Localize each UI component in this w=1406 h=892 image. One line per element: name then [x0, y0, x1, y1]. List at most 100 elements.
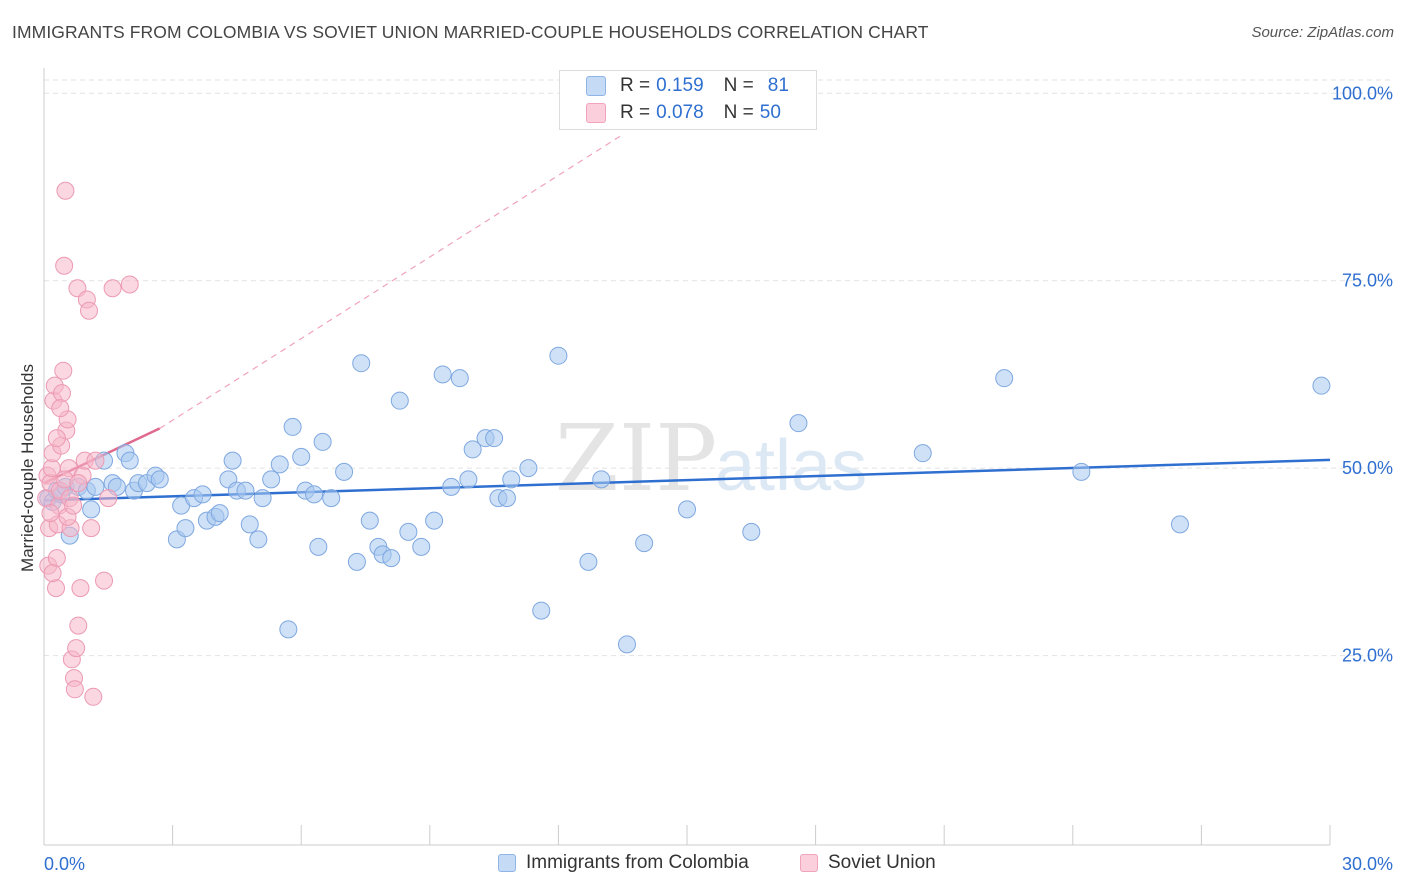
point-soviet: [47, 429, 66, 448]
point-colombia: [223, 451, 242, 470]
point-colombia: [82, 500, 101, 519]
bottom-legend-label: Soviet Union: [828, 852, 936, 873]
point-colombia: [532, 601, 551, 620]
point-colombia: [352, 354, 371, 373]
bottom-legend: Immigrants from Colombia Soviet Union: [0, 852, 1406, 878]
point-soviet: [99, 489, 118, 508]
point-colombia: [313, 432, 332, 451]
point-soviet: [53, 384, 72, 403]
point-soviet: [120, 275, 139, 294]
legend-n-value: 81: [767, 75, 789, 96]
legend-n-value: 50: [759, 102, 781, 123]
point-soviet: [65, 680, 84, 699]
y-axis-label: Married-couple Households: [18, 364, 37, 572]
point-colombia: [617, 635, 636, 654]
point-colombia: [433, 365, 452, 384]
point-colombia: [678, 500, 696, 519]
point-colombia: [549, 346, 568, 365]
point-colombia: [236, 481, 255, 500]
point-colombia: [210, 504, 229, 523]
bottom-legend-colombia[interactable]: Immigrants from Colombia: [498, 852, 749, 874]
point-colombia: [335, 462, 354, 481]
chart-title: IMMIGRANTS FROM COLOMBIA VS SOVIET UNION…: [12, 22, 929, 42]
point-colombia: [497, 489, 516, 508]
point-colombia: [442, 477, 461, 496]
point-colombia: [283, 417, 302, 436]
point-soviet: [51, 399, 70, 418]
point-colombia: [1072, 462, 1091, 481]
source-label: Source: ZipAtlas.com: [1251, 24, 1394, 41]
legend-n-label: N =: [723, 102, 754, 123]
point-soviet: [43, 564, 62, 583]
point-colombia: [120, 451, 139, 470]
point-colombia: [425, 511, 444, 530]
point-colombia: [305, 485, 324, 504]
watermark-zip: ZIP: [555, 405, 717, 512]
point-colombia: [635, 534, 654, 553]
point-soviet: [54, 361, 73, 380]
point-colombia: [193, 485, 212, 504]
point-colombia: [742, 522, 761, 541]
point-colombia: [502, 470, 521, 489]
point-soviet: [67, 639, 86, 658]
point-soviet: [69, 616, 88, 635]
point-colombia: [995, 369, 1014, 388]
point-soviet: [80, 301, 99, 320]
point-colombia: [279, 620, 298, 639]
legend-n-label: N =: [723, 75, 754, 96]
point-soviet: [95, 571, 114, 590]
x-tick-label: 0.0%: [44, 854, 85, 874]
point-colombia: [1312, 376, 1331, 395]
point-colombia: [412, 537, 431, 556]
point-soviet: [41, 504, 60, 523]
point-colombia: [1170, 515, 1189, 534]
point-colombia: [309, 537, 328, 556]
y-tick-label: 100.0%: [1332, 83, 1393, 103]
point-colombia: [150, 470, 169, 489]
point-colombia: [592, 470, 611, 489]
trend-line-soviet-extension: [159, 134, 624, 429]
x-tick-label: 30.0%: [1342, 854, 1393, 874]
legend-box: R = 0.159 N = 81 R = 0.078 N = 50: [559, 70, 817, 130]
watermark-atlas: atlas: [715, 426, 867, 506]
y-tick-label: 50.0%: [1342, 458, 1393, 478]
point-soviet: [103, 279, 122, 298]
point-colombia: [253, 489, 272, 508]
axes: [43, 68, 1331, 846]
point-soviet: [71, 579, 90, 598]
point-colombia: [292, 447, 311, 466]
point-soviet: [55, 256, 74, 275]
legend-row-soviet: R = 0.078 N = 50: [586, 102, 781, 124]
legend-row-colombia: R = 0.159 N = 81: [586, 75, 789, 97]
point-colombia: [459, 470, 478, 489]
point-colombia: [176, 519, 195, 538]
point-soviet: [82, 519, 101, 538]
y-tick-label: 25.0%: [1342, 646, 1393, 666]
point-soviet: [47, 549, 66, 568]
point-colombia: [519, 459, 538, 478]
point-colombia: [249, 530, 268, 549]
point-colombia: [322, 489, 341, 508]
point-soviet: [47, 579, 66, 598]
point-colombia: [390, 391, 409, 410]
grid-lines: [44, 79, 1392, 657]
point-colombia: [463, 440, 482, 459]
tick-labels: 100.0% 75.0% 50.0% 25.0% 0.0% 30.0%: [44, 83, 1393, 874]
watermark: ZIP atlas: [555, 405, 867, 512]
bottom-legend-soviet[interactable]: Soviet Union: [800, 852, 936, 874]
point-soviet: [86, 451, 105, 470]
legend-r-value: 0.159: [656, 75, 704, 96]
point-colombia: [270, 455, 289, 474]
point-colombia: [86, 477, 105, 496]
point-colombia: [240, 515, 259, 534]
point-colombia: [485, 429, 504, 448]
point-colombia: [262, 470, 281, 489]
legend-r-label: R =: [620, 102, 651, 123]
point-colombia: [789, 414, 808, 433]
point-colombia: [399, 522, 418, 541]
point-soviet: [56, 181, 75, 200]
legend-swatch-soviet: [800, 854, 818, 872]
y-tick-label: 75.0%: [1342, 271, 1393, 291]
point-colombia: [382, 549, 401, 568]
